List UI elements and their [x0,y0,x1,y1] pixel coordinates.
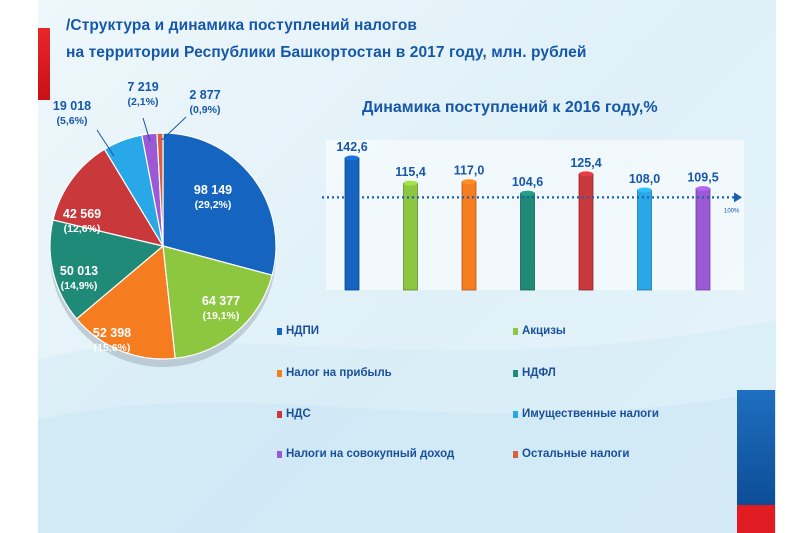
legend-label: НДПИ [286,325,320,337]
leader-line [161,116,187,141]
pie-value-label: 19 018 [53,99,91,113]
legend-item: Акцизы [513,325,566,337]
legend-swatch [277,369,282,377]
pie-slice [162,245,273,360]
red-accent-block [737,505,775,533]
legend-swatch [277,327,282,335]
page-title-line-2: на территории Республики Башкортостан в … [66,44,587,61]
pie-slice [75,244,176,360]
pie-value-label: 2 877 [189,88,220,102]
pie-slice [162,132,277,276]
legend-item: НДФЛ [513,367,556,379]
bar-value-label: 142,6 [336,140,367,154]
pie-value-label: 52 398 [93,326,131,340]
leader-line [96,129,115,157]
legend-item: Налоги на совокупный доход [277,448,454,460]
bar-top [462,179,476,185]
legend-item: Имущественные налоги [513,408,659,420]
pie-slice [156,132,164,247]
legend-swatch [513,327,518,335]
pie-percent-label: (14,9%) [61,280,98,292]
bar-value-label: 117,0 [454,164,485,178]
legend-label: Налоги на совокупный доход [286,448,455,460]
pie-percent-label: (12,6%) [64,223,101,235]
pie-value-label: 64 377 [202,294,240,308]
legend-swatch [513,369,518,377]
pie-percent-label: (29,2%) [195,199,232,211]
bar-value-label: 109,5 [687,171,718,185]
legend-label: НДФЛ [522,367,556,379]
pie-slice [49,219,165,320]
pie-percent-label: (2,1%) [128,96,159,108]
bar-top [579,171,593,177]
pie-percent-label: (0,9%) [190,104,221,116]
pie-value-label: 98 149 [194,183,232,197]
legend-label: Налог на прибыль [286,367,392,379]
bar-value-label: 104,6 [512,175,543,189]
blue-accent-block [737,390,775,505]
bar-top [696,186,710,192]
legend-label: Имущественные налоги [522,408,659,420]
bar-top [345,155,359,161]
leader-line [142,117,151,142]
bar-top [403,180,418,186]
bar [637,189,652,291]
bar-value-label: 125,4 [570,156,601,170]
legend-item: Остальные налоги [513,448,629,460]
legend-swatch [277,410,282,418]
page-title-line-1: /Структура и динамика поступлений налого… [66,17,418,34]
pie-percent-label: (15,6%) [94,342,131,354]
reference-arrow [734,192,742,203]
bar-value-label: 115,4 [395,165,426,179]
pie-value-label: 42 569 [63,207,101,221]
bar [403,182,418,291]
red-accent-bar [38,28,50,100]
reference-line-label: 100% [724,208,740,214]
pie-value-label: 50 013 [60,264,98,278]
bar-top [520,190,535,196]
legend-item: НДПИ [277,325,319,337]
pie-percent-label: (5,6%) [57,115,88,127]
legend-swatch [277,450,282,458]
legend-item: НДС [277,408,311,420]
legend-item: Налог на прибыль [277,367,392,379]
bar [344,157,360,291]
bar-plot-area [326,140,744,290]
pie-value-label: 7 219 [127,80,158,94]
bar [695,188,711,291]
bar-chart-title: Динамика поступлений к 2016 году,% [362,99,658,116]
background-wave [38,320,776,533]
legend-swatch [513,450,518,458]
bar [520,192,535,291]
bar-value-label: 108,0 [629,172,660,186]
pie-slice [52,148,165,247]
legend-label: Акцизы [522,325,566,337]
legend-label: НДС [286,408,311,420]
pie-percent-label: (19,1%) [203,310,240,322]
bar-top [637,187,652,193]
bar [578,173,594,291]
legend-label: Остальные налоги [522,448,630,460]
legend-swatch [513,410,518,418]
